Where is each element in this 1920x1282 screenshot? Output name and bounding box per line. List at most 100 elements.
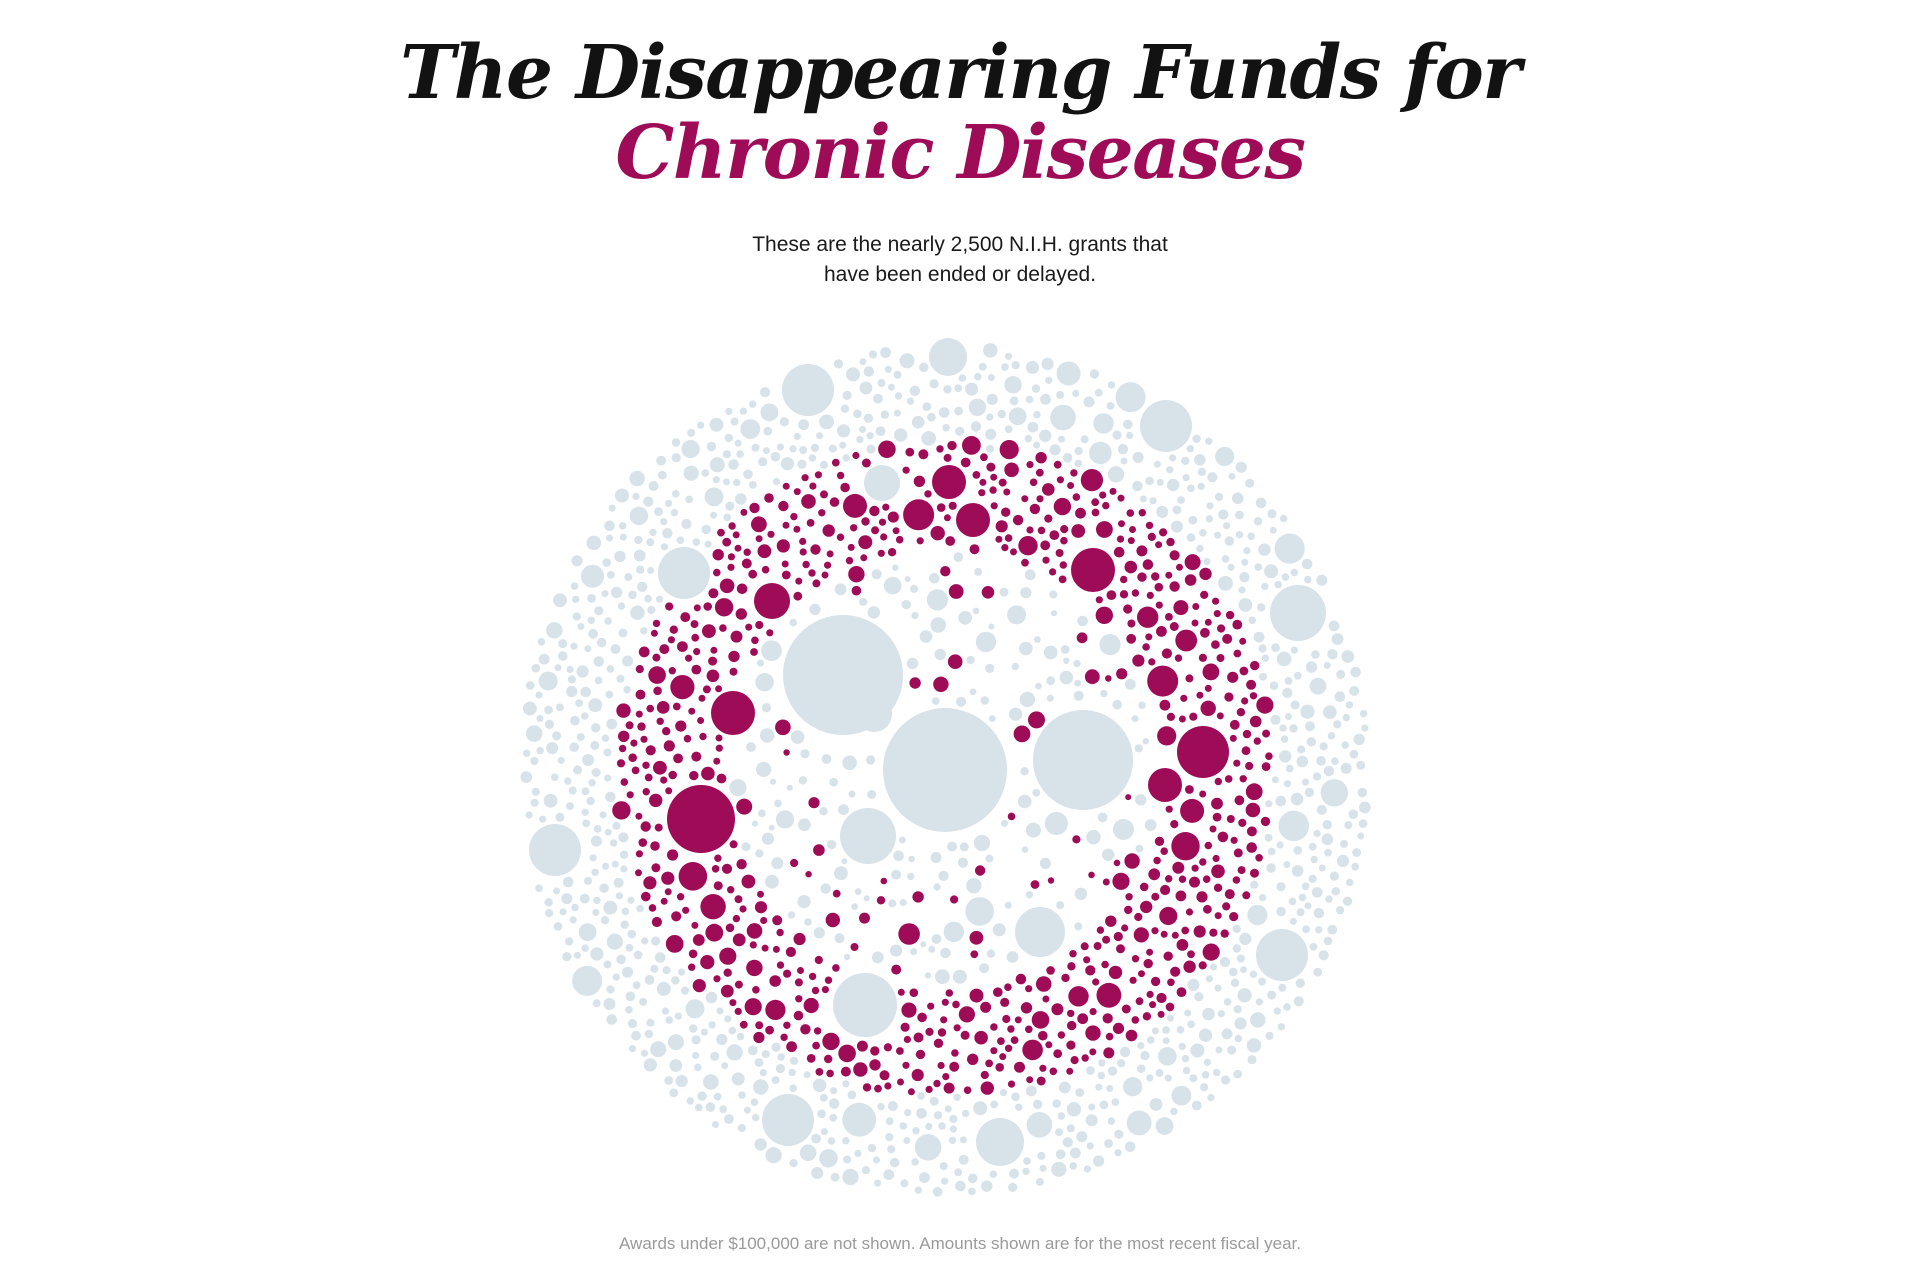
highlight-bubble bbox=[998, 478, 1007, 487]
grant-bubble bbox=[1258, 977, 1266, 986]
highlight-bubble bbox=[713, 568, 721, 577]
grant-bubble bbox=[842, 1102, 877, 1137]
grant-bubble bbox=[1074, 446, 1083, 456]
highlight-bubble bbox=[795, 995, 803, 1003]
highlight-bubble bbox=[978, 489, 986, 497]
grant-bubble bbox=[543, 793, 558, 808]
grant-bubble bbox=[1107, 466, 1125, 483]
highlight-bubble bbox=[936, 445, 944, 453]
grant-bubble bbox=[1146, 1036, 1155, 1044]
grant-bubble bbox=[829, 1098, 840, 1109]
grant-bubble bbox=[941, 1177, 949, 1185]
grant-bubble bbox=[819, 1149, 838, 1168]
highlight-bubble bbox=[1176, 939, 1189, 951]
grant-bubble bbox=[1140, 400, 1192, 452]
highlight-bubble bbox=[1239, 637, 1247, 645]
grant-bubble bbox=[1056, 390, 1065, 399]
highlight-bubble bbox=[793, 525, 801, 533]
highlight-bubble bbox=[721, 863, 733, 874]
grant-bubble bbox=[1025, 891, 1034, 899]
highlight-bubble bbox=[713, 881, 723, 891]
grant-bubble bbox=[1030, 880, 1040, 889]
grant-bubble bbox=[899, 899, 907, 907]
highlight-bubble bbox=[1014, 1016, 1022, 1024]
grant-bubble bbox=[523, 701, 537, 716]
grant-bubble bbox=[1322, 820, 1332, 830]
grant-bubble bbox=[812, 1078, 827, 1093]
grant-bubble bbox=[1291, 865, 1304, 877]
grant-bubble bbox=[554, 664, 562, 672]
grant-bubble bbox=[854, 1149, 862, 1157]
grant-bubble bbox=[643, 1058, 657, 1072]
grant-bubble bbox=[827, 1137, 836, 1145]
grant-bubble bbox=[538, 653, 550, 665]
highlight-bubble bbox=[1085, 965, 1096, 976]
grant-bubble bbox=[933, 883, 941, 891]
grant-bubble bbox=[1075, 1088, 1085, 1097]
highlight-bubble bbox=[1103, 1047, 1115, 1059]
grant-bubble bbox=[588, 779, 596, 787]
grant-bubble bbox=[1283, 780, 1291, 788]
grant-bubble bbox=[1086, 1066, 1095, 1075]
highlight-bubble bbox=[1204, 841, 1213, 850]
grant-bubble bbox=[957, 857, 969, 868]
grant-bubble bbox=[863, 413, 874, 423]
grant-bubble bbox=[1073, 690, 1084, 701]
highlight-bubble bbox=[620, 778, 629, 786]
grant-bubble bbox=[842, 1168, 859, 1186]
grant-bubble bbox=[581, 944, 589, 952]
grant-bubble bbox=[910, 584, 919, 593]
grant-bubble bbox=[583, 876, 593, 885]
grant-bubble bbox=[1239, 932, 1252, 946]
highlight-bubble bbox=[956, 503, 990, 537]
grant-bubble bbox=[558, 639, 568, 649]
grant-bubble bbox=[520, 771, 533, 783]
grant-bubble bbox=[1282, 687, 1293, 699]
grant-bubble bbox=[1083, 1165, 1091, 1173]
grant-bubble bbox=[768, 824, 775, 831]
grant-bubble bbox=[620, 865, 628, 873]
grant-bubble bbox=[1040, 393, 1051, 405]
grant-bubble bbox=[1235, 510, 1244, 520]
highlight-bubble bbox=[1102, 1013, 1113, 1024]
highlight-bubble bbox=[809, 482, 817, 490]
grant-bubble bbox=[1049, 590, 1058, 599]
grant-bubble bbox=[1025, 395, 1034, 404]
grant-bubble bbox=[929, 379, 939, 389]
grant-bubble bbox=[1264, 833, 1273, 842]
grant-bubble bbox=[1074, 922, 1083, 931]
grant-bubble bbox=[961, 1109, 970, 1118]
grant-bubble bbox=[1116, 668, 1128, 680]
highlight-bubble bbox=[943, 453, 952, 462]
grant-bubble bbox=[760, 403, 779, 422]
grant-bubble bbox=[943, 921, 964, 942]
highlight-bubble bbox=[1031, 1011, 1050, 1029]
highlight-bubble bbox=[1187, 950, 1195, 959]
grant-bubble bbox=[980, 696, 989, 705]
grant-bubble bbox=[952, 969, 967, 984]
highlight-bubble bbox=[1068, 986, 1089, 1007]
highlight-bubble bbox=[794, 978, 803, 987]
grant-bubble bbox=[629, 470, 645, 487]
highlight-bubble bbox=[719, 578, 735, 594]
grant-bubble bbox=[1312, 772, 1322, 781]
highlight-bubble bbox=[847, 543, 855, 551]
grant-bubble bbox=[912, 891, 924, 903]
highlight-bubble bbox=[1145, 633, 1153, 641]
highlight-bubble bbox=[1007, 1080, 1016, 1088]
grant-bubble bbox=[1281, 573, 1290, 581]
grant-bubble bbox=[640, 1049, 649, 1057]
grant-bubble bbox=[648, 481, 659, 491]
grant-bubble bbox=[592, 999, 601, 1008]
grant-bubble bbox=[724, 1015, 732, 1023]
grant-bubble bbox=[1114, 1129, 1124, 1139]
grant-bubble bbox=[1247, 1055, 1257, 1065]
highlight-bubble bbox=[1225, 610, 1235, 620]
highlight-bubble bbox=[668, 770, 677, 780]
highlight-bubble bbox=[692, 934, 705, 946]
highlight-bubble bbox=[802, 560, 810, 569]
grant-bubble bbox=[697, 1091, 707, 1101]
grant-bubble bbox=[544, 705, 553, 715]
grant-bubble bbox=[969, 688, 977, 696]
highlight-bubble bbox=[1159, 906, 1178, 926]
